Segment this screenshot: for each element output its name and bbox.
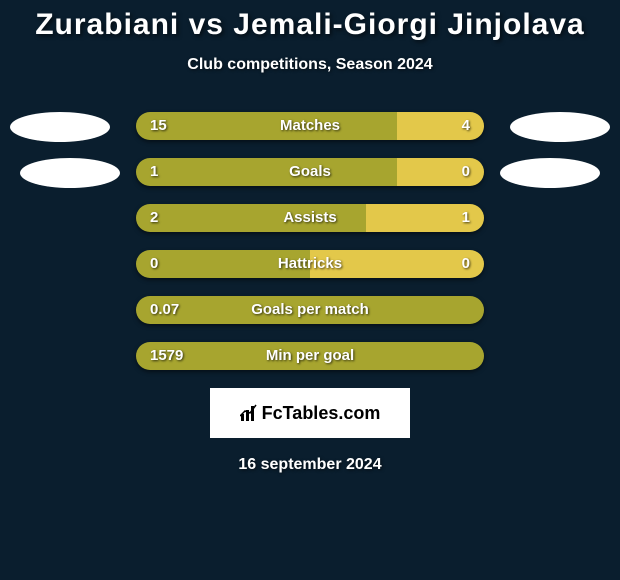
stat-label: Min per goal: [136, 342, 484, 370]
subtitle: Club competitions, Season 2024: [0, 56, 620, 74]
stat-row: 1579Min per goal: [0, 342, 620, 370]
stat-row: 21Assists: [0, 204, 620, 232]
stat-row: 154Matches: [0, 112, 620, 140]
page-title: Zurabiani vs Jemali-Giorgi Jinjolava: [0, 0, 620, 42]
brand-badge: FcTables.com: [210, 388, 410, 438]
avatar-right: [500, 158, 600, 188]
stat-label: Hattricks: [136, 250, 484, 278]
date-label: 16 september 2024: [0, 456, 620, 474]
brand-icon: [240, 404, 258, 422]
avatar-left: [10, 112, 110, 142]
stat-row: 00Hattricks: [0, 250, 620, 278]
stat-label: Goals: [136, 158, 484, 186]
stats-rows: 154Matches 10Goals 21Assists 00Hattricks 0.0…: [0, 112, 620, 370]
stat-row: 0.07Goals per match: [0, 296, 620, 324]
avatar-left: [20, 158, 120, 188]
brand-text: FcTables.com: [262, 403, 381, 424]
stat-row: 10Goals: [0, 158, 620, 186]
avatar-right: [510, 112, 610, 142]
brand-label: FcTables.com: [240, 403, 381, 424]
stat-label: Matches: [136, 112, 484, 140]
stat-label: Goals per match: [136, 296, 484, 324]
stat-label: Assists: [136, 204, 484, 232]
